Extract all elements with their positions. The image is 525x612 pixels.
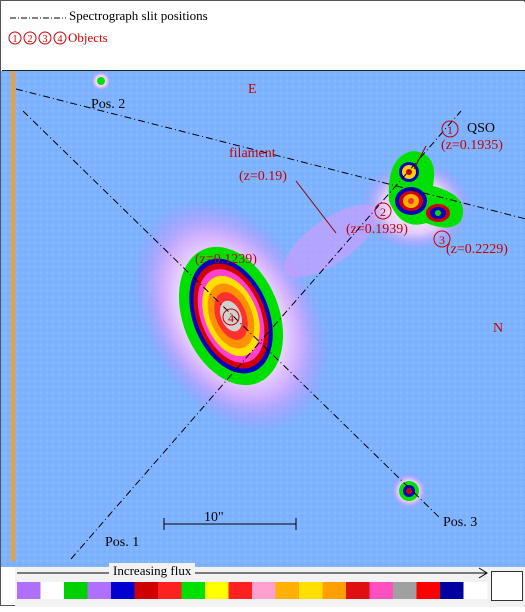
star-top-left bbox=[91, 71, 111, 91]
object4-redshift: (z=0.1239) bbox=[195, 252, 257, 267]
slit-line-sample bbox=[10, 17, 66, 19]
svg-text:3: 3 bbox=[43, 34, 48, 45]
filament-label: filament bbox=[229, 146, 276, 161]
object-marker-2: 2 bbox=[374, 202, 392, 220]
slit-line-pos3 bbox=[22, 110, 442, 520]
colorbar-segment bbox=[346, 582, 370, 599]
colorbar-label: Increasing flux bbox=[109, 563, 196, 579]
scale-bar bbox=[163, 518, 297, 530]
legend-objects-label: Objects bbox=[68, 30, 108, 45]
colorbar-segment bbox=[64, 582, 88, 599]
colorbar-segment bbox=[205, 582, 229, 599]
colorbar-segment bbox=[393, 582, 417, 599]
slit-label-pos3: Pos. 3 bbox=[443, 515, 478, 530]
legend-marker-4: 4 bbox=[53, 31, 67, 45]
legend-marker-3: 3 bbox=[38, 31, 52, 45]
colorbar-segment bbox=[275, 582, 300, 599]
colorbar-segment bbox=[158, 582, 182, 599]
colorbar-segment bbox=[40, 582, 65, 599]
object2-redshift: (z=0.1939) bbox=[346, 222, 408, 237]
object-marker-3: 3 bbox=[433, 230, 451, 248]
sky-image: 1 2 3 4 bbox=[1, 71, 525, 567]
svg-text:3: 3 bbox=[439, 233, 445, 247]
colorbar-segment bbox=[111, 582, 135, 599]
compass-east: E bbox=[248, 82, 257, 97]
legend-box: Spectrograph slit positions 1 2 3 4 Obje… bbox=[2, 2, 525, 71]
legend-marker-1: 1 bbox=[8, 31, 22, 45]
qso-pointer-line bbox=[413, 145, 427, 170]
colorbar-segment bbox=[134, 582, 159, 599]
qso-redshift: (z=0.1935) bbox=[441, 138, 503, 153]
filament-emission bbox=[284, 204, 378, 278]
frame-left-accent bbox=[11, 71, 15, 561]
colorbar-box bbox=[15, 567, 525, 607]
slit-lines bbox=[15, 88, 525, 560]
colorbar-segment bbox=[416, 582, 441, 599]
legend-object-markers: 1 2 3 4 bbox=[8, 31, 67, 45]
star-bottom-right bbox=[391, 473, 427, 509]
colorbar-segment bbox=[87, 582, 112, 599]
colorbar-strip bbox=[17, 582, 488, 599]
svg-text:2: 2 bbox=[380, 205, 386, 219]
colorbar-segment bbox=[228, 582, 253, 599]
object3-redshift: (z=0.2229) bbox=[446, 242, 508, 257]
svg-text:4: 4 bbox=[228, 311, 234, 325]
filament-pointer-line bbox=[295, 180, 337, 234]
compass-north: N bbox=[493, 321, 504, 336]
colorbar-svg bbox=[17, 567, 488, 599]
slit-label-pos1: Pos. 1 bbox=[105, 535, 140, 550]
colorbar-segment bbox=[17, 582, 41, 599]
slit-line-pos1 bbox=[70, 110, 462, 560]
filament-redshift: (z=0.19) bbox=[239, 169, 287, 184]
colorbar-segment bbox=[299, 582, 323, 599]
colorbar-segment bbox=[440, 582, 464, 599]
legend-marker-2: 2 bbox=[23, 31, 37, 45]
colorbar-end-box bbox=[491, 571, 523, 601]
flux-arrow bbox=[17, 567, 488, 579]
slit-label-pos2: Pos. 2 bbox=[91, 97, 126, 112]
colorbar-segment bbox=[252, 582, 276, 599]
colorbar-segment bbox=[322, 582, 347, 599]
qso-label: QSO bbox=[467, 121, 496, 136]
legend-slit-label: Spectrograph slit positions bbox=[69, 8, 208, 23]
colorbar-segment bbox=[463, 582, 488, 599]
object-marker-1: 1 bbox=[441, 120, 459, 138]
svg-text:1: 1 bbox=[13, 34, 18, 45]
slit-line-pos2 bbox=[15, 88, 525, 220]
object-marker-4: 4 bbox=[222, 308, 240, 326]
svg-text:1: 1 bbox=[447, 123, 453, 137]
galaxy-object-4 bbox=[134, 199, 328, 433]
colorbar-segment bbox=[369, 582, 394, 599]
scale-bar-label: 10" bbox=[204, 510, 224, 525]
svg-text:4: 4 bbox=[58, 34, 63, 45]
svg-text:2: 2 bbox=[28, 34, 33, 45]
colorbar-segment bbox=[181, 582, 206, 599]
